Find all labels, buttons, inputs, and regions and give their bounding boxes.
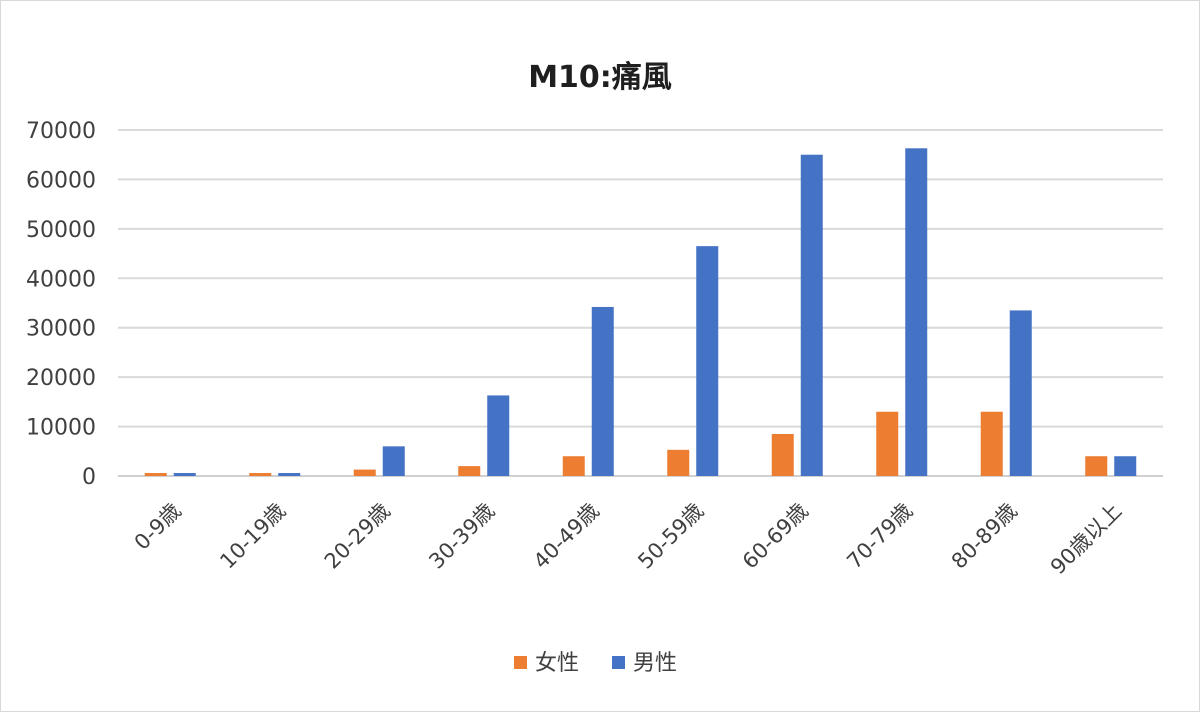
legend-label: 男性 — [633, 651, 677, 676]
y-tick-label: 20000 — [26, 366, 96, 391]
bar-male — [278, 473, 301, 476]
legend: 女性 男性 — [514, 651, 677, 676]
y-tick-label: 50000 — [26, 218, 96, 243]
legend-label: 女性 — [535, 651, 579, 676]
x-category-label: 40-49歳 — [529, 499, 604, 574]
legend-swatch — [612, 656, 625, 669]
gridlines — [118, 129, 1163, 477]
bar-female — [144, 473, 167, 476]
y-axis-ticks: 0 10000 20000 30000 40000 50000 60000 70000 — [26, 119, 96, 490]
x-category-label: 90歳以上 — [1046, 499, 1126, 579]
x-category-label: 30-39歳 — [424, 499, 499, 574]
bar-male — [1009, 310, 1032, 476]
bar-male — [591, 306, 614, 476]
y-tick-label: 10000 — [26, 416, 96, 441]
x-axis-labels: 0-9歳 10-19歳 20-29歳 30-39歳 40-49歳 50-59歳 60-69歳… — [130, 499, 1127, 579]
y-tick-label: 60000 — [26, 168, 96, 193]
bar-female — [980, 411, 1003, 476]
bar-female — [876, 411, 899, 476]
y-tick-label: 70000 — [26, 119, 96, 144]
y-tick-label: 0 — [82, 465, 96, 490]
x-category-label: 50-59歳 — [633, 499, 708, 574]
x-category-label: 60-69歳 — [738, 499, 813, 574]
bar-female — [353, 469, 376, 476]
chart-title: M10:痛風 — [528, 60, 672, 95]
x-category-label: 10-19歳 — [215, 499, 290, 574]
bars — [144, 148, 1137, 476]
bar-female — [562, 456, 585, 476]
bar-female — [667, 449, 690, 476]
bar-female — [249, 473, 272, 476]
y-tick-label: 40000 — [26, 267, 96, 292]
bar-male — [382, 446, 405, 476]
bar-female — [1085, 456, 1108, 476]
y-tick-label: 30000 — [26, 317, 96, 342]
x-category-label: 20-29歳 — [320, 499, 395, 574]
bar-male — [800, 154, 823, 476]
bar-male — [1114, 456, 1137, 476]
x-category-label: 70-79歳 — [842, 499, 917, 574]
bar-male — [173, 473, 196, 476]
bar-female — [771, 433, 794, 476]
bar-female — [458, 466, 481, 476]
legend-swatch — [514, 656, 527, 669]
bar-male — [696, 246, 719, 476]
x-category-label: 80-89歳 — [947, 499, 1022, 574]
x-category-label: 0-9歳 — [130, 499, 186, 555]
bar-male — [905, 148, 928, 476]
bar-male — [487, 395, 510, 476]
